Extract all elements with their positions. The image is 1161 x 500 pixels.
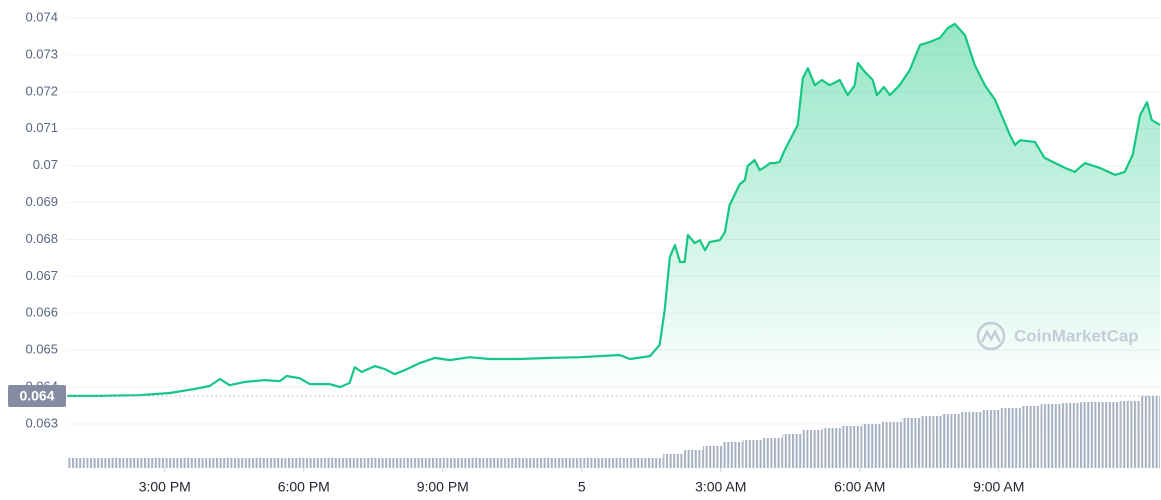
volume-bar [941, 414, 962, 468]
x-tick-label: 3:00 PM [139, 479, 191, 495]
volume-bar [623, 458, 644, 468]
volume-bar [325, 458, 346, 468]
volume-bar [663, 454, 684, 468]
volume-bar [702, 446, 723, 468]
y-tick-label: 0.07 [33, 157, 58, 172]
watermark: CoinMarketCap [976, 321, 1139, 351]
y-tick-label: 0.069 [25, 194, 58, 209]
x-tick-label: 6:00 AM [834, 479, 885, 495]
volume-bar [265, 458, 286, 468]
volume-bar [384, 458, 405, 468]
y-tick-label: 0.074 [25, 9, 58, 24]
volume-bar [901, 418, 922, 468]
volume-bar [225, 458, 246, 468]
x-tick-label: 9:00 AM [973, 479, 1024, 495]
volume-bar [961, 412, 982, 468]
volume-bar [683, 450, 703, 468]
volume-bar [1100, 402, 1121, 468]
volume-bar [67, 458, 87, 468]
volume-bar [504, 458, 525, 468]
y-tick-label: 0.065 [25, 342, 58, 357]
volume-bar [404, 458, 425, 468]
price-line [67, 22, 1161, 397]
volume-bar [742, 440, 763, 468]
price-area [67, 23, 1160, 396]
volume-bar [424, 458, 445, 468]
volume-bar [722, 442, 743, 468]
volume-bar [822, 428, 843, 468]
volume-bar [861, 424, 882, 468]
volume-bar [106, 458, 127, 468]
volume-bar [1080, 402, 1101, 468]
y-tick-label: 0.066 [25, 305, 58, 320]
y-tick-label: 0.063 [25, 415, 58, 430]
volume-bar [762, 438, 783, 468]
volume-bar [1120, 401, 1141, 468]
x-tick-label: 3:00 AM [695, 479, 746, 495]
reference-badge [8, 384, 66, 407]
volume-bar [1140, 396, 1160, 468]
volume-bar [921, 416, 942, 468]
volume-bar [842, 426, 862, 468]
x-tick-label: 9:00 PM [417, 479, 469, 495]
volume-bar [643, 458, 664, 468]
y-tick-label: 0.068 [25, 231, 58, 246]
volume-bar [802, 430, 823, 468]
volume-bar [186, 458, 207, 468]
y-tick-label: 0.071 [25, 120, 58, 135]
volume-bar [881, 422, 902, 468]
volume-bar [603, 458, 624, 468]
volume-bar [126, 458, 147, 468]
volume-bar [1040, 404, 1061, 468]
volume-bar [285, 458, 306, 468]
y-tick-label: 0.073 [25, 46, 58, 61]
volume-bar [782, 434, 803, 468]
volume-bar [543, 458, 564, 468]
volume-bar [1001, 408, 1021, 468]
x-tick-label: 6:00 PM [278, 479, 330, 495]
watermark-text: CoinMarketCap [1014, 326, 1139, 345]
reference-label: 0.064 [19, 388, 54, 404]
volume-bar [444, 458, 465, 468]
volume-bar [524, 458, 544, 468]
volume-bar [345, 458, 366, 468]
y-tick-label: 0.072 [25, 83, 58, 98]
volume-bar [86, 458, 107, 468]
volume-bar [146, 458, 167, 468]
volume-bar [1060, 403, 1081, 468]
y-tick-label: 0.067 [25, 268, 58, 283]
volume-bar [464, 458, 485, 468]
x-tick-label: 5 [578, 479, 586, 495]
volume-bar [166, 458, 187, 468]
volume-bar [1020, 406, 1041, 468]
volume-bar [206, 458, 226, 468]
volume-bar [583, 458, 604, 468]
volume-bar [245, 458, 266, 468]
volume-bar [563, 458, 584, 468]
volume-bar [981, 410, 1002, 468]
volume-bar [484, 458, 505, 468]
volume-bar [305, 458, 326, 468]
volume-bar [365, 458, 385, 468]
